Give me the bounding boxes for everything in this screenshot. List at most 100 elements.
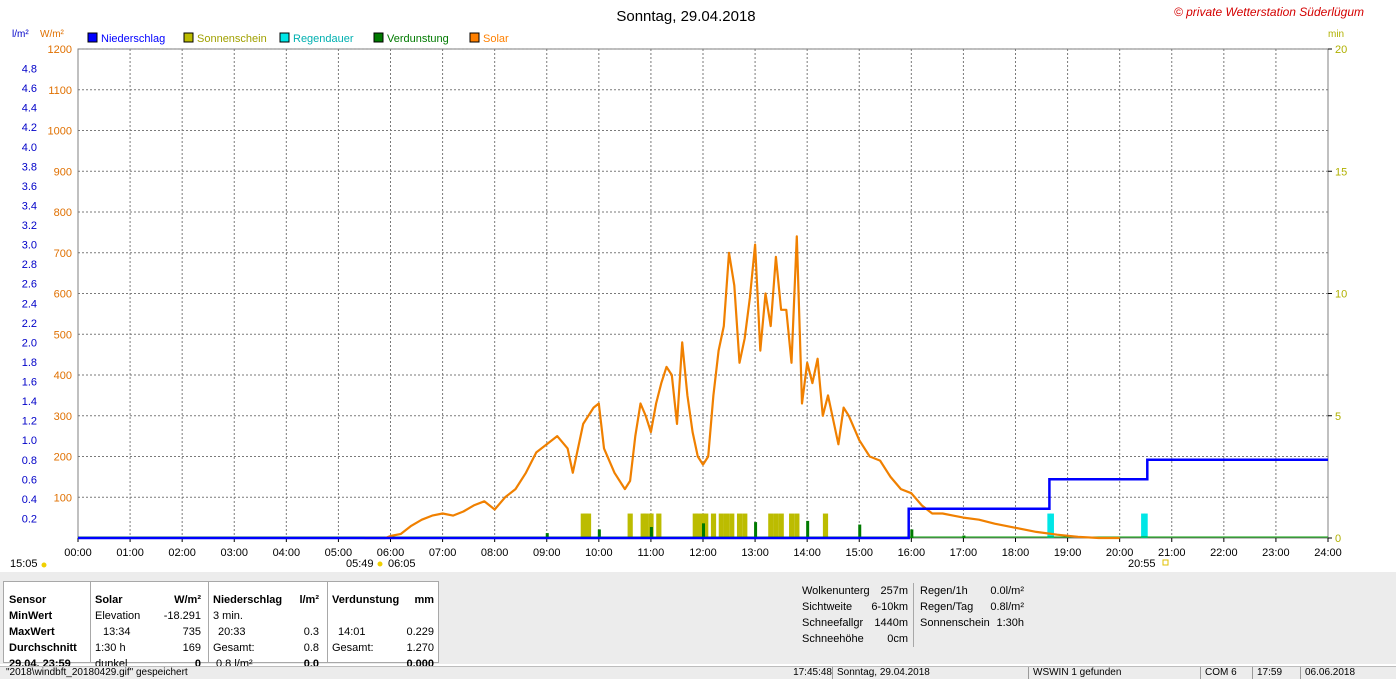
legend-swatch bbox=[87, 32, 98, 43]
solar-tick-label: 500 bbox=[54, 329, 72, 341]
row-label: MaxWert bbox=[9, 626, 55, 638]
rain-axis-unit: l/m² bbox=[12, 29, 29, 40]
sunshine-bar bbox=[585, 513, 592, 538]
sunrise-label: 05:49 bbox=[346, 558, 374, 570]
cell: 0.229 bbox=[406, 626, 434, 638]
solar-tick-label: 700 bbox=[54, 248, 72, 260]
status-file: "2018\windbft_20180429.gif" gespeichert bbox=[6, 667, 188, 678]
legend-swatch bbox=[279, 32, 290, 43]
chart-title: Sonntag, 29.04.2018 bbox=[616, 8, 755, 25]
cell: 3 min. bbox=[213, 610, 243, 622]
sunshine-bar bbox=[710, 513, 717, 538]
rain-tick-label: 1.2 bbox=[22, 416, 37, 428]
cell: 0.3 bbox=[303, 626, 319, 638]
rain-duration-bar bbox=[1049, 513, 1054, 538]
minutes-tick-label: 15 bbox=[1335, 166, 1347, 178]
x-tick-label: 22:00 bbox=[1210, 547, 1238, 559]
sunshine-bar bbox=[703, 513, 709, 538]
rain-tick-label: 2.2 bbox=[22, 318, 37, 330]
sensor-table: Sensor MinWert MaxWert Durchschnitt 29.0… bbox=[3, 581, 439, 670]
evaporation-unit: mm bbox=[414, 594, 434, 606]
sunshine-bar bbox=[768, 513, 774, 538]
x-tick-label: 01:00 bbox=[116, 547, 144, 559]
start-time-label: 15:05 bbox=[10, 558, 38, 570]
legend-label: Regendauer bbox=[293, 33, 354, 45]
x-tick-label: 10:00 bbox=[585, 547, 613, 559]
cell: Gesamt: bbox=[213, 642, 255, 654]
legend-label: Solar bbox=[483, 33, 509, 45]
sunshine-bar bbox=[778, 513, 784, 538]
x-tick-label: 20:00 bbox=[1106, 547, 1134, 559]
sunshine-bar bbox=[789, 513, 795, 538]
solar-axis-unit: W/m² bbox=[40, 29, 65, 40]
minutes-tick-label: 10 bbox=[1335, 289, 1347, 301]
legend-label: Sonnenschein bbox=[197, 33, 267, 45]
evaporation-header: Verdunstung bbox=[332, 594, 400, 606]
rain-column: Niederschlag l/m² 3 min. 20:33 0.3 Gesamt:… bbox=[213, 592, 319, 672]
x-tick-label: 17:00 bbox=[950, 547, 978, 559]
rain-tick-label: 4.2 bbox=[22, 122, 37, 134]
rain-tick-label: 3.4 bbox=[22, 200, 37, 212]
weather-info-right: Regen/1h 0.0l/m² Regen/Tag 0.8l/m² Sonnens… bbox=[920, 583, 1024, 631]
sunshine-bar bbox=[729, 513, 735, 538]
row-labels: Sensor MinWert MaxWert Durchschnitt 29.0… bbox=[9, 592, 77, 672]
cell: 20:33 bbox=[218, 626, 246, 638]
solar-tick-label: 100 bbox=[54, 492, 72, 504]
info-label: Schneefallgr bbox=[802, 617, 864, 629]
row-label: Durchschnitt bbox=[9, 642, 77, 654]
x-tick-label: 18:00 bbox=[1002, 547, 1030, 559]
minutes-axis-unit: min bbox=[1328, 29, 1344, 40]
cell: 169 bbox=[182, 642, 201, 654]
sunrise-label: 06:05 bbox=[388, 558, 416, 570]
info-label: Sichtweite bbox=[802, 601, 853, 613]
rain-tick-label: 2.6 bbox=[22, 279, 37, 291]
series-layer bbox=[78, 235, 1328, 540]
rain-tick-label: 0.2 bbox=[22, 513, 37, 525]
rain-tick-label: 1.8 bbox=[22, 357, 37, 369]
rain-unit: l/m² bbox=[299, 594, 319, 606]
info-label: Sonnenschein bbox=[920, 617, 990, 629]
info-value: 1440m bbox=[874, 617, 908, 629]
legend-label: Niederschlag bbox=[101, 33, 165, 45]
evaporation-bar bbox=[806, 520, 810, 538]
sunshine-bar bbox=[742, 513, 748, 538]
rain-tick-label: 4.8 bbox=[22, 64, 37, 76]
cell: Gesamt: bbox=[332, 642, 374, 654]
cell: -18.291 bbox=[163, 610, 201, 622]
status-date: Sonntag, 29.04.2018 bbox=[832, 667, 1027, 679]
info-value: 1:30h bbox=[996, 617, 1024, 629]
sunshine-bar bbox=[583, 513, 589, 538]
solar-tick-label: 400 bbox=[54, 370, 72, 382]
evaporation-bar bbox=[754, 522, 758, 538]
cell: 735 bbox=[182, 626, 201, 638]
solar-unit: W/m² bbox=[174, 594, 201, 606]
sunshine-bar bbox=[648, 513, 654, 538]
rain-tick-label: 1.0 bbox=[22, 435, 37, 447]
minutes-tick-label: 0 bbox=[1335, 533, 1341, 545]
sunshine-bar bbox=[794, 513, 800, 538]
rain-tick-label: 1.6 bbox=[22, 377, 37, 389]
x-tick-label: 16:00 bbox=[898, 547, 926, 559]
evaporation-bar bbox=[702, 523, 705, 538]
x-tick-label: 05:00 bbox=[325, 547, 353, 559]
cell: 0.8 bbox=[303, 642, 319, 654]
rain-tick-label: 2.0 bbox=[22, 337, 37, 349]
solar-line bbox=[364, 235, 1120, 540]
x-tick-label: 04:00 bbox=[273, 547, 301, 559]
x-tick-label: 21:00 bbox=[1158, 547, 1186, 559]
cell: 14:01 bbox=[338, 626, 366, 638]
rain-tick-label: 4.6 bbox=[22, 83, 37, 95]
x-tick-label: 19:00 bbox=[1054, 547, 1082, 559]
rain-tick-label: 2.8 bbox=[22, 259, 37, 271]
status-today: 06.06.2018 bbox=[1300, 667, 1396, 679]
x-tick-label: 03:00 bbox=[220, 547, 248, 559]
info-label: Wolkenunterg bbox=[802, 585, 870, 597]
minutes-tick-label: 20 bbox=[1335, 44, 1347, 56]
solar-tick-label: 1200 bbox=[48, 44, 72, 56]
rain-header: Niederschlag bbox=[213, 594, 283, 606]
rain-tick-label: 3.8 bbox=[22, 161, 37, 173]
sunshine-bar bbox=[723, 513, 730, 538]
rain-cumulative-line bbox=[78, 458, 1328, 540]
info-value: 0.8l/m² bbox=[990, 601, 1024, 613]
sun-events: 15:05 05:49 06:05 20:55 bbox=[10, 558, 1169, 570]
